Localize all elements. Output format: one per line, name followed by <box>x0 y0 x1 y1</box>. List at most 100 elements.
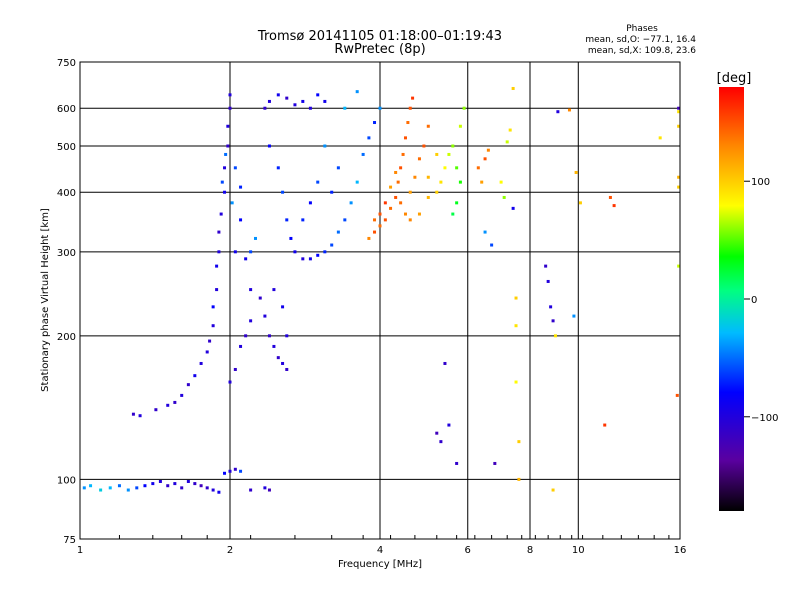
data-point <box>608 195 612 199</box>
data-point <box>408 106 412 110</box>
colorbar-tick-label: 0 <box>751 295 757 306</box>
data-point <box>603 423 607 427</box>
data-point <box>249 488 253 492</box>
data-point <box>514 324 518 328</box>
colorbar-tick-label: −100 <box>751 413 778 424</box>
data-point <box>677 264 681 268</box>
stats-o-line: mean, sd,O: −77.1, 16.4 <box>585 35 696 45</box>
data-point <box>211 305 215 309</box>
data-point <box>166 403 170 407</box>
data-point <box>173 482 177 486</box>
data-point <box>217 250 221 254</box>
data-point <box>285 367 289 371</box>
data-point <box>336 230 340 234</box>
x-tick-label: 8 <box>527 545 533 556</box>
data-point <box>458 180 462 184</box>
data-point <box>272 344 276 348</box>
data-point <box>82 486 86 490</box>
data-point <box>367 136 371 140</box>
data-point <box>228 380 232 384</box>
x-tick-label: 6 <box>465 545 471 556</box>
y-tick-label: 200 <box>57 332 76 343</box>
data-point <box>544 264 548 268</box>
data-point <box>406 121 410 125</box>
data-point <box>408 218 412 222</box>
data-point <box>180 393 184 397</box>
data-point <box>505 140 509 144</box>
data-point <box>138 414 142 418</box>
colorbar-tick-label: 100 <box>751 177 770 188</box>
data-point <box>389 185 393 189</box>
data-point <box>439 440 443 444</box>
data-point <box>677 110 681 114</box>
data-point <box>476 166 480 170</box>
plot-frame <box>79 61 681 540</box>
data-point <box>455 201 459 205</box>
data-point <box>205 350 209 354</box>
data-point <box>253 236 257 240</box>
data-point <box>551 488 555 492</box>
data-point <box>502 195 506 199</box>
data-point <box>574 170 578 174</box>
data-point <box>443 166 447 170</box>
x-tick-label: 10 <box>572 545 585 556</box>
data-point <box>408 190 412 194</box>
data-point <box>378 224 382 228</box>
data-point <box>556 110 560 114</box>
data-point <box>490 243 494 247</box>
data-point <box>215 288 219 292</box>
data-point <box>217 230 221 234</box>
data-point <box>426 175 430 179</box>
data-point <box>394 195 398 199</box>
data-point <box>285 96 289 100</box>
stats-heading: Phases <box>626 24 658 34</box>
data-point <box>403 136 407 140</box>
data-point <box>301 99 305 103</box>
data-point <box>99 488 103 492</box>
data-point <box>394 170 398 174</box>
data-point <box>546 279 550 283</box>
data-point <box>301 257 305 261</box>
colorbar-ticks: 100 0 −100 <box>744 177 778 424</box>
data-point <box>336 166 340 170</box>
data-point <box>217 490 221 494</box>
data-point <box>551 319 555 323</box>
data-point <box>383 218 387 222</box>
data-point <box>226 144 230 148</box>
data-point <box>426 195 430 199</box>
data-point <box>549 305 553 309</box>
data-point <box>285 218 289 222</box>
data-point <box>249 288 253 292</box>
data-point <box>239 344 243 348</box>
data-point <box>285 334 289 338</box>
data-point <box>239 218 243 222</box>
data-point <box>267 144 271 148</box>
data-point <box>211 324 215 328</box>
data-point <box>323 99 327 103</box>
y-tick-label: 100 <box>57 475 76 486</box>
data-point <box>511 206 515 210</box>
data-point <box>413 175 417 179</box>
data-point <box>435 190 439 194</box>
data-point <box>483 230 487 234</box>
data-point <box>143 484 147 488</box>
data-point <box>458 124 462 128</box>
data-point <box>223 166 227 170</box>
y-tick-label: 75 <box>63 535 76 546</box>
data-point <box>323 144 327 148</box>
data-point <box>224 152 228 156</box>
data-point <box>677 106 681 110</box>
data-point <box>108 486 112 490</box>
data-point <box>239 185 243 189</box>
data-point <box>330 190 334 194</box>
data-point <box>199 361 203 365</box>
data-point <box>517 477 521 481</box>
data-point <box>361 152 365 156</box>
data-point <box>301 218 305 222</box>
chart-title: Tromsø 20141105 01:18:00–01:19:43 <box>257 29 502 44</box>
data-point <box>220 180 224 184</box>
data-point <box>455 166 459 170</box>
data-point <box>316 253 320 257</box>
data-point <box>567 108 571 112</box>
